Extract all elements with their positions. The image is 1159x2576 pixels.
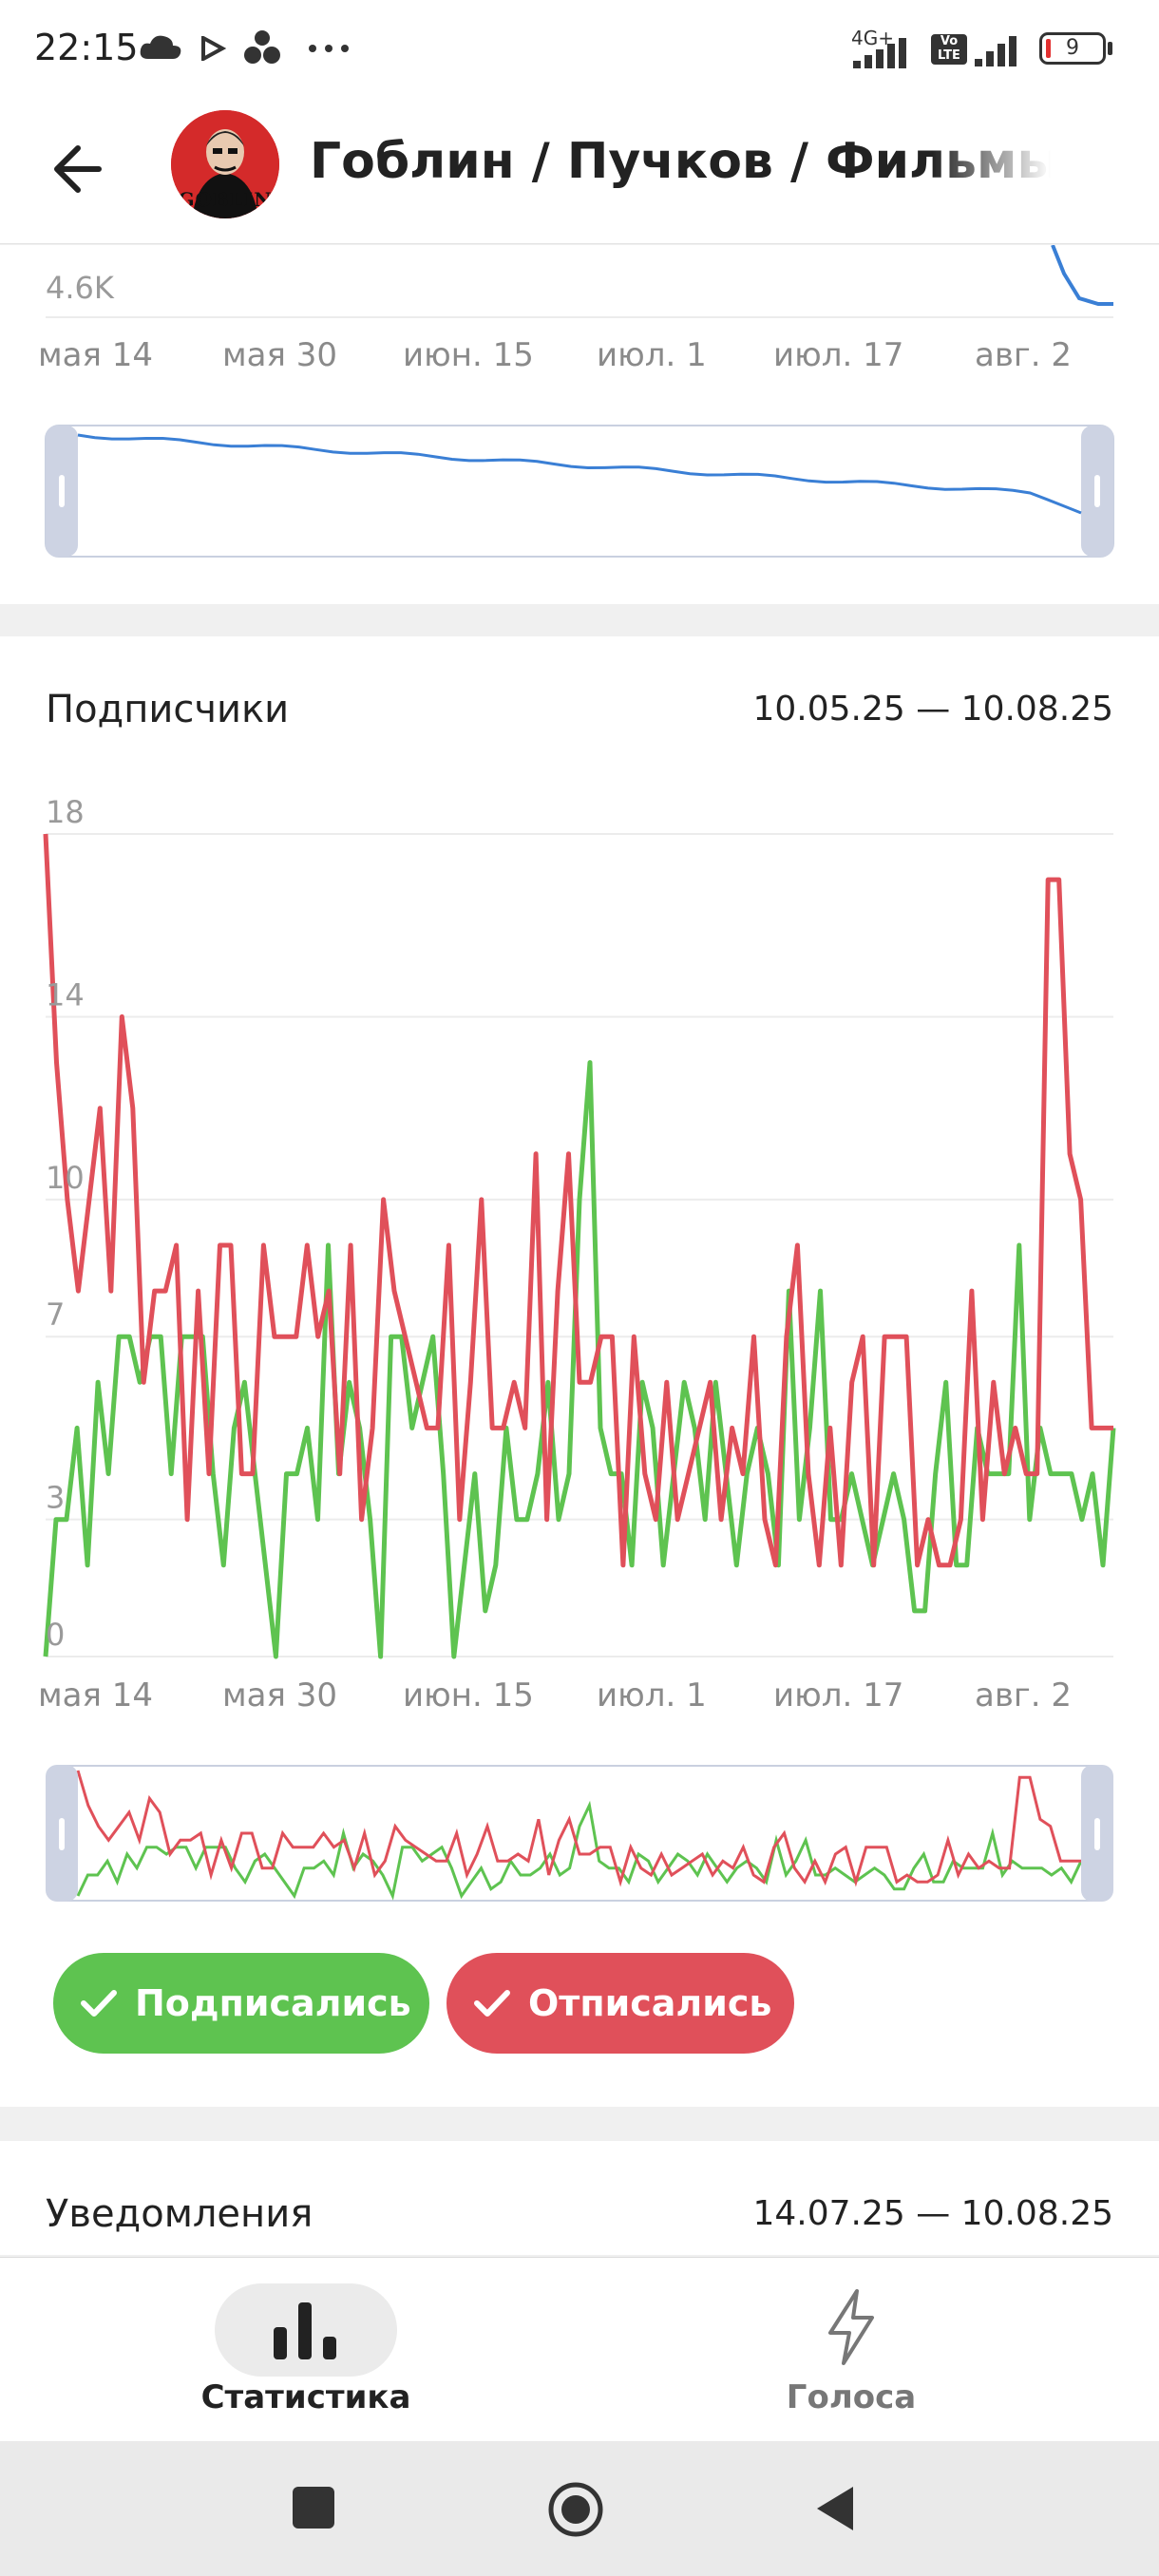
tab-statistics[interactable]: Статистика <box>200 2378 411 2416</box>
views-x-label-5: авг. 2 <box>975 336 1072 374</box>
channel-title: Гоблин / Пучков / Фильмы с <box>310 133 1051 190</box>
tab-votes[interactable]: Голоса <box>786 2378 917 2416</box>
chart-lines <box>43 833 1116 1659</box>
volte-icon: Vo LTE <box>931 34 967 65</box>
y-tick-label-0: 0 <box>46 1617 65 1653</box>
battery-icon: 9 <box>1039 32 1106 65</box>
check-icon <box>474 1990 510 2017</box>
x-tick-label-3: июл. 1 <box>597 1676 707 1714</box>
bottom-nav <box>0 2257 1159 2442</box>
lightning-icon[interactable] <box>823 2287 880 2367</box>
signal-icon-2 <box>975 36 1016 66</box>
notifications-card <box>0 2141 1159 2255</box>
notifications-date-range[interactable]: 14.07.25 — 10.08.25 <box>752 2194 1113 2233</box>
series-line-unsubscribed <box>43 833 1113 1568</box>
subscribers-date-range[interactable]: 10.05.25 — 10.08.25 <box>752 690 1113 729</box>
network-type: 4G+ <box>851 27 894 49</box>
legend-subscribed-label: Подписались <box>135 1982 411 2024</box>
views-x-label-1: мая 30 <box>222 336 338 374</box>
views-x-label-3: июл. 1 <box>597 336 707 374</box>
square-icon[interactable] <box>293 2487 334 2529</box>
battery-level: 9 <box>1066 36 1079 60</box>
check-icon <box>81 1990 117 2017</box>
y-tick-label-14: 14 <box>46 976 85 1013</box>
app-dots-icon <box>244 30 280 64</box>
subscribers-navigator[interactable] <box>46 1765 1113 1902</box>
cloud-icon <box>140 35 181 59</box>
bar-chart-icon[interactable] <box>272 2299 340 2361</box>
x-tick-label-0: мая 14 <box>38 1676 153 1714</box>
views-y-label: 4.6K <box>46 270 114 306</box>
y-tick-label-7: 7 <box>46 1297 65 1333</box>
signal-icon <box>853 38 906 68</box>
subscribers-chart: 0 3 7 10 14 18 мая 14 мая 30 июн. 15 июл. 1 июл. … <box>38 794 1116 1714</box>
x-tick-label-2: июн. 15 <box>403 1676 534 1714</box>
x-tick-label-4: июл. 17 <box>773 1676 903 1714</box>
series-line-subscribed <box>43 1060 1116 1659</box>
views-x-label-4: июл. 17 <box>773 336 904 374</box>
views-chart <box>45 245 1114 558</box>
x-tick-label-1: мая 30 <box>222 1676 337 1714</box>
back-triangle-icon[interactable] <box>813 2483 857 2534</box>
legend-unsubscribed-label: Отписались <box>528 1982 772 2024</box>
views-x-label-2: июн. 15 <box>403 336 534 374</box>
views-x-label-0: мая 14 <box>38 336 154 374</box>
chart-y-labels: 0 3 7 10 14 18 <box>46 794 85 1653</box>
legend-unsubscribed-toggle[interactable]: Отписались <box>446 1953 794 2054</box>
x-tick-label-5: авг. 2 <box>975 1676 1072 1714</box>
navigator-line-subscribed <box>76 1800 1083 1901</box>
back-arrow-icon[interactable] <box>42 131 118 207</box>
avatar-text: GOBLIN <box>178 188 273 211</box>
subscribers-title: Подписчики <box>46 688 290 731</box>
play-icon <box>201 36 226 61</box>
more-icon <box>309 45 349 52</box>
battery-tip <box>1108 42 1112 55</box>
channel-avatar[interactable]: GOBLIN <box>171 110 279 218</box>
notifications-title: Уведомления <box>46 2192 314 2236</box>
navigator-line-unsubscribed <box>76 1770 1081 1887</box>
chart-x-labels: мая 14 мая 30 июн. 15 июл. 1 июл. 17 авг. 2 <box>38 1676 1072 1714</box>
views-mini-line <box>77 433 1082 515</box>
navigator-lines <box>76 1770 1083 1901</box>
avatar-image-icon <box>171 110 279 218</box>
y-tick-label-18: 18 <box>46 794 85 830</box>
y-tick-label-3: 3 <box>46 1480 65 1516</box>
views-line-tail <box>1051 245 1113 306</box>
legend-subscribed-toggle[interactable]: Подписались <box>53 1953 429 2054</box>
status-time: 22:15 <box>34 27 139 68</box>
y-tick-label-10: 10 <box>46 1160 85 1196</box>
home-circle-icon[interactable] <box>547 2481 604 2538</box>
